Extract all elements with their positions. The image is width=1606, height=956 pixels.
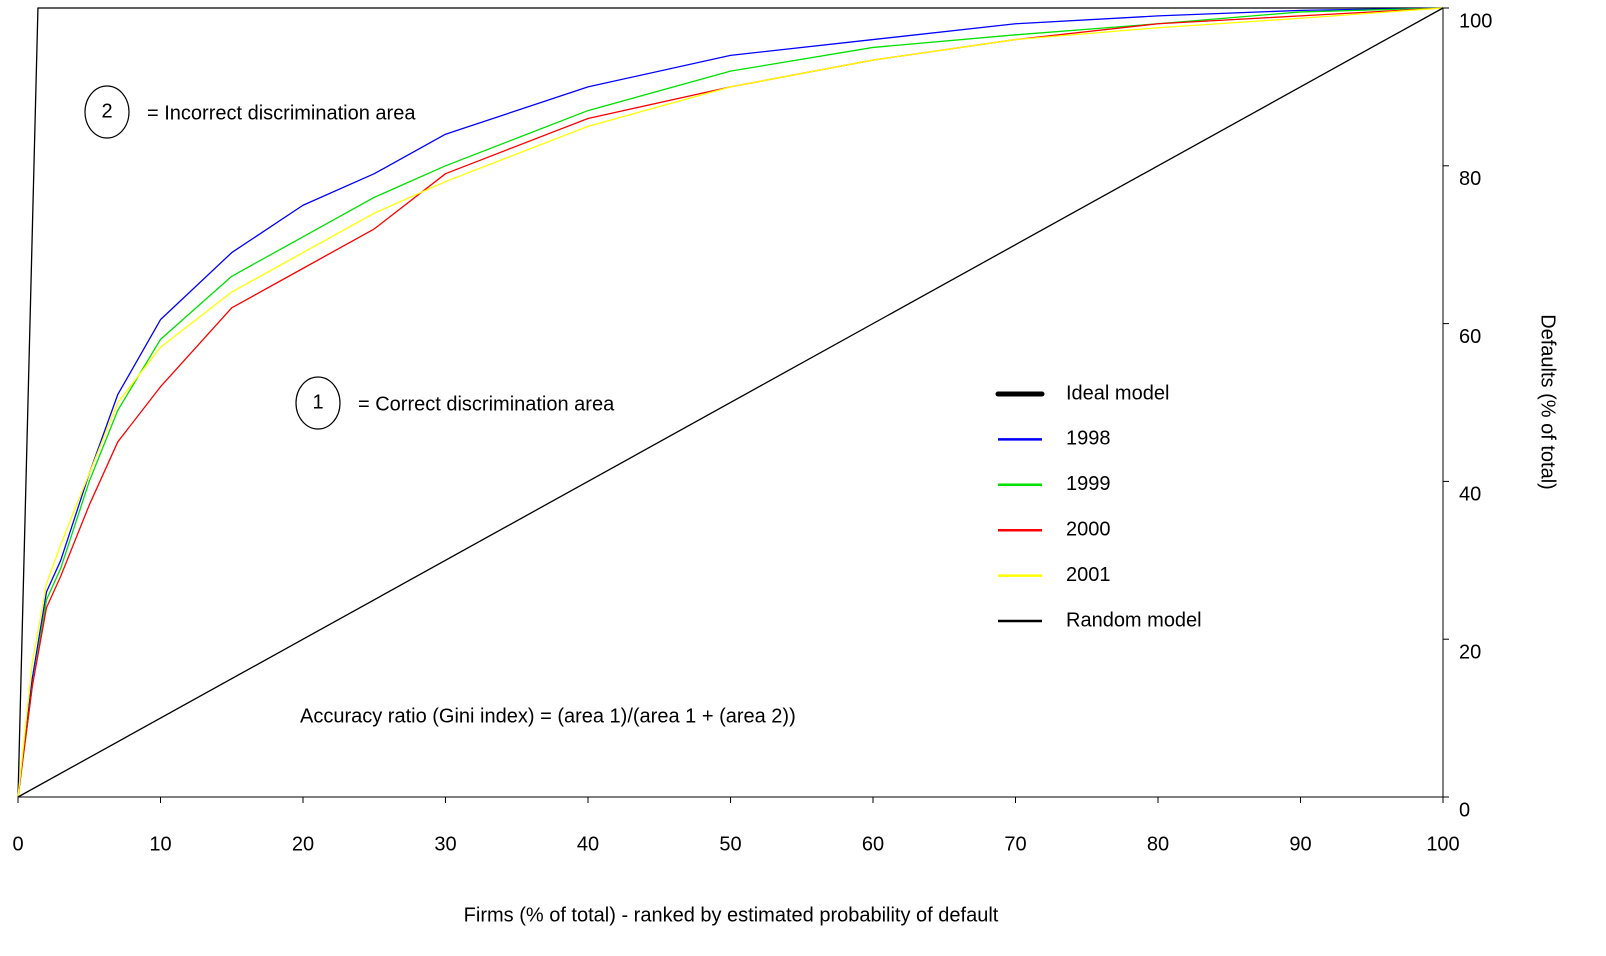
- x-tick-label: 100: [1426, 833, 1459, 855]
- series-line: [17, 7, 1444, 798]
- x-axis-label: Firms (% of total) - ranked by estimated…: [464, 904, 999, 926]
- series-line: [17, 7, 1444, 798]
- y-tick-label: 0: [1459, 799, 1470, 821]
- annotation-circle: [295, 376, 341, 430]
- note: Accuracy ratio (Gini index) = (area 1)/(…: [300, 705, 796, 727]
- x-tick-label: 80: [1147, 833, 1169, 855]
- annotation-label: 2: [101, 100, 112, 122]
- series-line: [17, 7, 1444, 798]
- y-tick-label: 20: [1459, 641, 1481, 663]
- x-tick-label: 10: [149, 833, 171, 855]
- legend-label: Random model: [1066, 609, 1202, 631]
- legend-label: 2000: [1066, 518, 1111, 540]
- series-line: [17, 7, 1443, 798]
- x-tick-label: 40: [577, 833, 599, 855]
- y-tick-label: 60: [1459, 326, 1481, 348]
- x-tick-label: 0: [12, 833, 23, 855]
- x-tick-label: 20: [292, 833, 314, 855]
- legend-label: Ideal model: [1066, 382, 1169, 404]
- annotation-label: 1: [312, 391, 323, 413]
- y-tick-label: 40: [1459, 484, 1481, 506]
- y-tick-label: 80: [1459, 168, 1481, 190]
- x-tick-label: 50: [719, 833, 741, 855]
- series-line: [17, 7, 1444, 798]
- legend-label: 2001: [1066, 564, 1111, 586]
- annotation-circle: [84, 85, 130, 139]
- legend-label: 1999: [1066, 473, 1111, 495]
- x-tick-label: 90: [1289, 833, 1311, 855]
- legend-label: 1998: [1066, 428, 1111, 450]
- x-tick-label: 70: [1004, 833, 1026, 855]
- annotation-text: = Correct discrimination area: [358, 393, 615, 415]
- x-tick-label: 30: [434, 833, 456, 855]
- y-axis-label: Defaults (% of total): [1537, 314, 1559, 490]
- y-tick-label: 100: [1459, 10, 1492, 32]
- annotation-text: = Incorrect discrimination area: [147, 102, 416, 124]
- x-tick-label: 60: [862, 833, 884, 855]
- series-line: [17, 7, 1444, 798]
